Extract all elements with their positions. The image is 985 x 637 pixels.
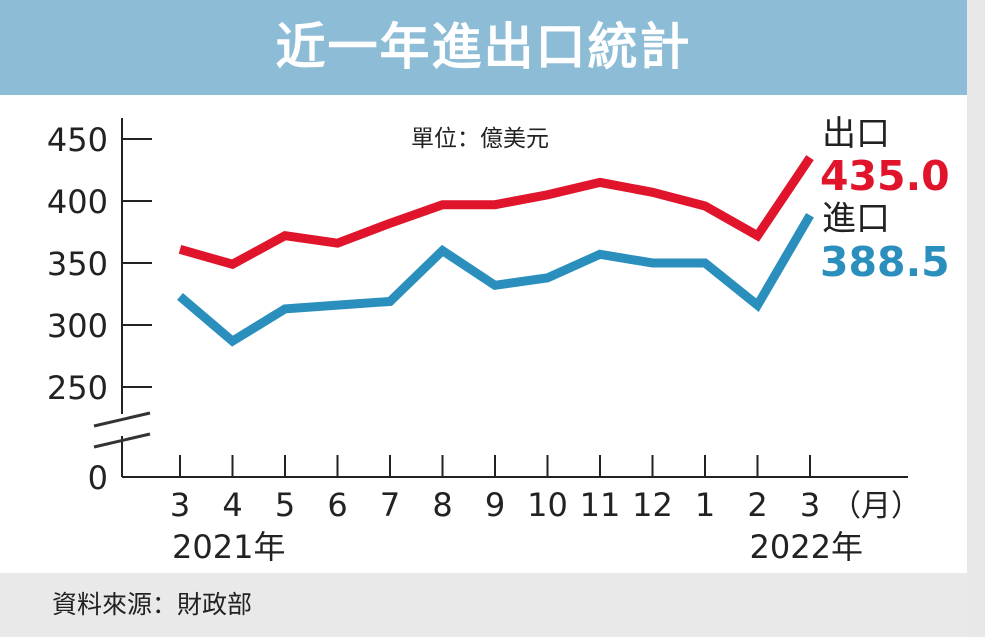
series-layer — [177, 155, 814, 347]
x-tick-label: 9 — [485, 486, 505, 524]
x-tick-label: 6 — [327, 486, 347, 524]
series-line-出口 — [178, 155, 814, 270]
y-tick-label: 0 — [88, 459, 108, 497]
chart-title: 近一年進出口統計 — [275, 18, 692, 76]
x-axis-unit: （月） — [831, 489, 921, 524]
x-tick-label: 1 — [695, 486, 715, 524]
series-end-value: 388.5 — [820, 238, 950, 286]
axis-break-mark — [93, 411, 151, 428]
title-banner: 近一年進出口統計 — [0, 0, 967, 95]
series-line-進口 — [177, 212, 814, 347]
y-tick-label: 300 — [47, 307, 108, 345]
y-tick-label: 400 — [47, 183, 108, 221]
unit-label: 單位：億美元 — [411, 126, 549, 152]
y-tick-label: 450 — [47, 121, 108, 159]
y-tick-label: 350 — [47, 245, 108, 283]
x-tick-label: 5 — [275, 486, 295, 524]
y-tick-label: 250 — [47, 369, 108, 407]
x-tick-label: 10 — [527, 486, 568, 524]
axes — [93, 118, 908, 478]
year-label: 2021年 — [172, 528, 285, 566]
x-tick-label: 8 — [432, 486, 452, 524]
x-tick-label: 11 — [580, 486, 621, 524]
series-name-label: 進口 — [822, 199, 890, 239]
x-tick-label: 3 — [800, 486, 820, 524]
x-tick-label: 7 — [380, 486, 400, 524]
x-tick-label: 4 — [222, 486, 242, 524]
axis-break-mark — [93, 432, 151, 449]
x-tick-label: 12 — [632, 486, 673, 524]
x-tick-label: 2 — [747, 486, 767, 524]
right-border-stripe — [967, 0, 985, 637]
source-text: 資料來源：財政部 — [52, 590, 253, 619]
series-end-value: 435.0 — [820, 152, 950, 200]
footer: 資料來源：財政部 — [0, 573, 967, 637]
x-tick-label: 3 — [170, 486, 190, 524]
series-name-label: 出口 — [822, 114, 890, 154]
year-label: 2022年 — [750, 528, 863, 566]
